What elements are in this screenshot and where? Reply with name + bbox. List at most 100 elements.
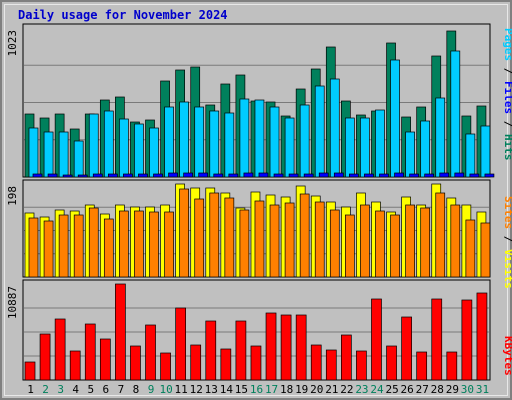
bar-files-day-27 [420,120,431,178]
side-label-part: / [502,229,512,249]
x-tick-label-day: 24 [370,383,384,396]
bar-kbytes-day-17 [265,312,277,381]
bar-pages-day-19 [303,173,314,178]
bar-files-day-5 [88,113,99,178]
bar-files-day-4 [73,140,84,178]
bar-files-day-23 [360,117,370,178]
bar-pages-day-16 [258,172,269,178]
bar-files-day-10 [164,106,174,178]
bar-pages-day-20 [318,172,329,178]
bar-kbytes-day-7 [115,283,126,381]
bar-kbytes-day-15 [235,320,247,381]
bar-files-day-18 [284,117,295,178]
bar-pages-day-6 [107,173,118,178]
x-tick-label-day: 4 [72,383,79,396]
bar-sites-day-22 [345,214,355,278]
bar-sites-day-11 [179,188,189,278]
bar-sites-day-29 [450,204,461,278]
x-tick-label-day: 7 [118,383,125,396]
x-tick-label-day: 19 [295,383,308,396]
bar-sites-day-4 [73,214,84,278]
bar-pages-day-24 [379,173,389,178]
bar-files-day-21 [329,78,340,178]
bar-kbytes-day-28 [431,298,443,381]
x-tick-label-day: 17 [265,383,278,396]
bar-pages-day-22 [349,173,359,178]
bar-pages-day-7 [123,173,133,178]
bar-sites-day-21 [329,209,340,278]
bar-sites-day-19 [299,193,310,278]
bar-sites-day-25 [390,214,400,278]
bar-sites-day-14 [224,197,235,278]
bar-pages-day-15 [243,172,254,178]
x-tick-label-day: 16 [250,383,263,396]
bar-sites-day-31 [480,222,491,278]
chart-frame-bevel [4,4,508,396]
bar-sites-day-28 [435,192,446,278]
side-label-part: Sites [502,196,512,229]
bar-sites-day-16 [254,200,265,278]
bar-kbytes-day-13 [205,320,217,381]
x-tick-label-day: 12 [190,383,203,396]
panel-visits-sites-ymax-label: 198 [6,186,19,206]
x-tick-label-day: 2 [42,383,49,396]
bar-sites-day-10 [164,211,174,278]
bar-pages-day-12 [198,172,209,178]
x-tick-label-day: 20 [310,383,323,396]
side-label-part: Pages [502,28,512,61]
bar-kbytes-day-6 [99,338,111,381]
x-tick-label-day: 21 [325,383,338,396]
bar-sites-day-3 [58,214,69,278]
bar-files-day-29 [450,50,461,178]
x-tick-label-day: 1 [27,383,34,396]
bar-kbytes-day-10 [160,352,171,381]
bar-sites-day-7 [119,210,129,278]
bar-kbytes-day-12 [190,344,202,381]
x-tick-label-day: 23 [355,383,368,396]
side-label-part: Visits [502,249,512,289]
bar-sites-day-13 [209,192,220,278]
x-tick-label-day: 25 [385,383,398,396]
bar-sites-day-9 [149,211,159,278]
bar-kbytes-day-1 [24,361,36,381]
x-tick-label-day: 27 [416,383,429,396]
bar-files-day-6 [103,110,114,178]
bar-kbytes-day-31 [476,292,488,381]
bar-kbytes-day-24 [371,298,382,381]
bar-files-day-9 [149,127,159,178]
x-tick-label-day: 5 [87,383,94,396]
bar-pages-day-4 [77,174,88,178]
bar-files-day-19 [299,104,310,178]
bar-sites-day-27 [420,207,431,278]
bar-sites-day-6 [103,218,114,278]
bar-kbytes-day-29 [446,351,458,381]
bar-files-day-30 [465,133,476,178]
chart-title: Daily usage for November 2024 [18,8,228,22]
bar-kbytes-day-25 [386,345,397,381]
bar-kbytes-day-2 [39,333,51,381]
bar-pages-day-21 [333,172,344,178]
bar-pages-day-8 [138,173,148,178]
bar-kbytes-day-4 [69,350,81,381]
bar-kbytes-day-22 [341,334,352,381]
bar-files-day-11 [179,101,189,178]
bar-sites-day-8 [134,210,144,278]
bar-pages-day-25 [394,172,404,178]
bar-sites-day-24 [375,210,385,278]
x-tick-label-day: 6 [103,383,110,396]
side-label-part: / [502,61,512,81]
x-tick-label-day: 29 [446,383,459,396]
x-tick-label-day: 13 [205,383,218,396]
x-tick-label-day: 18 [280,383,293,396]
bar-kbytes-day-19 [295,314,307,381]
bar-pages-day-2 [47,173,58,178]
bar-pages-day-23 [364,173,374,178]
bar-sites-day-20 [314,201,325,278]
bar-pages-day-10 [168,172,178,178]
bar-kbytes-day-30 [461,299,473,381]
x-tick-label-day: 31 [476,383,489,396]
x-tick-label-day: 28 [431,383,444,396]
x-tick-label-day: 14 [220,383,234,396]
bar-sites-day-15 [239,209,250,278]
bar-pages-day-27 [424,173,435,178]
